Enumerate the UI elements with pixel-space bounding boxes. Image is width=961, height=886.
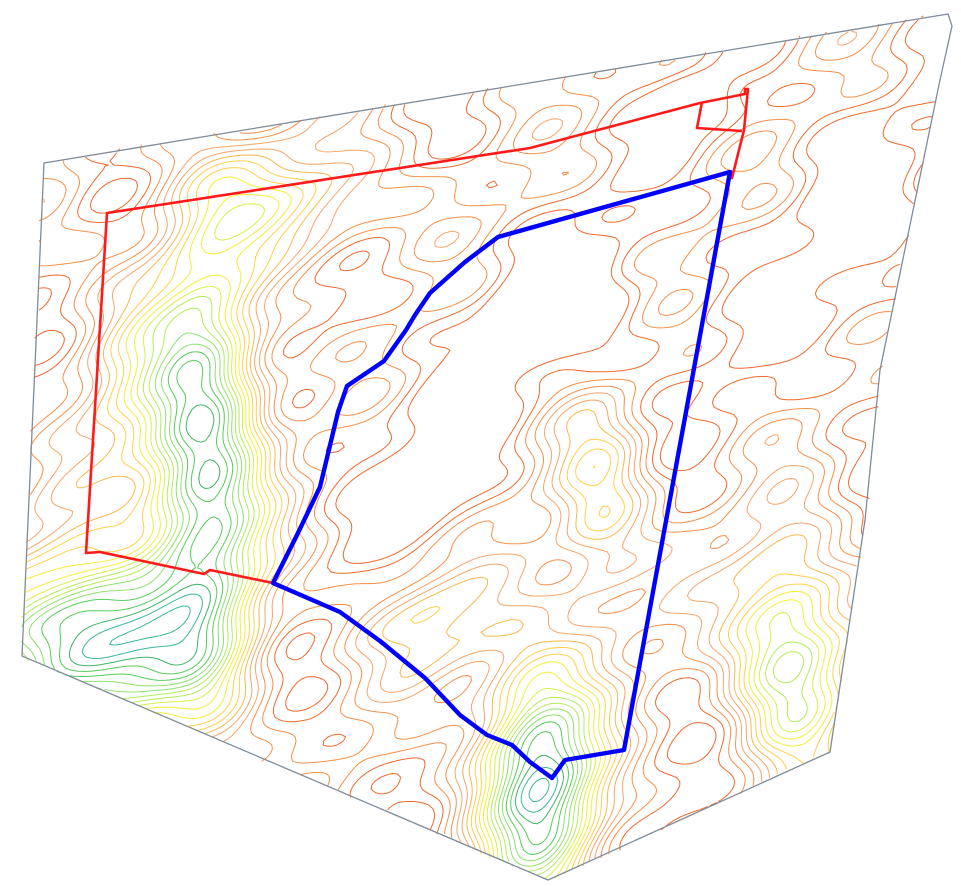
contour-line <box>34 15 936 831</box>
contour-line <box>25 203 820 879</box>
contour-line <box>59 360 569 846</box>
contour-line <box>30 23 880 859</box>
contour-line <box>25 148 853 863</box>
contour-line <box>41 351 574 855</box>
outer-parcel-boundary <box>84 87 750 585</box>
contour-line <box>28 343 579 862</box>
contour-line <box>25 154 850 867</box>
contour-line <box>25 176 833 875</box>
contour-line <box>25 31 857 859</box>
contour-line <box>25 167 840 871</box>
contour-line <box>30 23 893 855</box>
contour-line <box>109 605 550 802</box>
topographic-contours <box>21 15 936 879</box>
contour-line <box>21 332 583 867</box>
contour-line <box>21 307 805 872</box>
survey-boundary <box>21 13 953 881</box>
contour-line <box>69 404 564 825</box>
contour-line <box>25 295 813 876</box>
contour-line <box>25 194 826 879</box>
contour-line <box>25 160 848 867</box>
outer-parcel-notch <box>695 101 743 133</box>
contour-line <box>34 19 933 851</box>
inner-parcel-boundary <box>270 169 733 781</box>
